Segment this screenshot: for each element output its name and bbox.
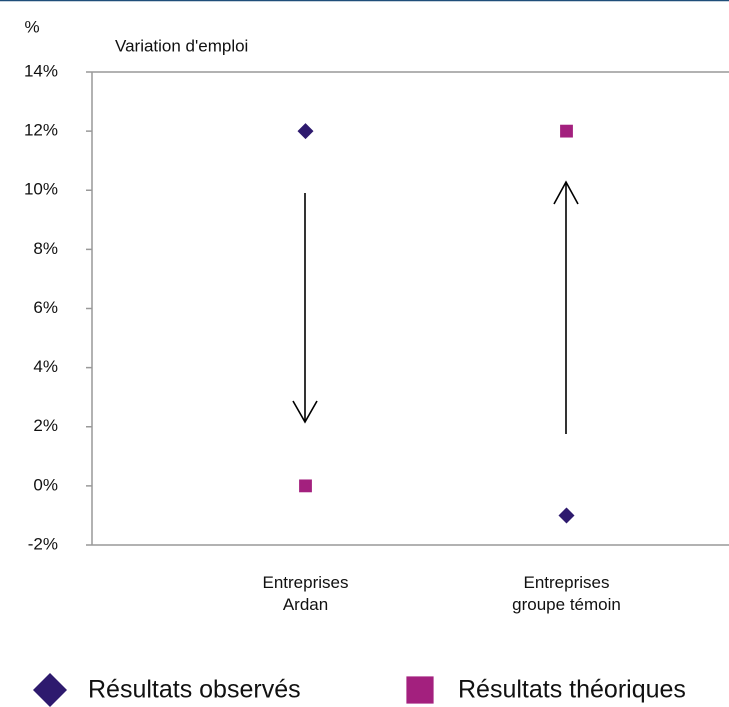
y-tick-label: 10% [24, 180, 58, 199]
chart-title: Variation d'emploi [115, 36, 248, 55]
legend-label: Résultats théoriques [458, 676, 686, 704]
y-tick-label: 6% [33, 298, 58, 317]
y-tick-label: 0% [33, 475, 58, 494]
legend-marker [33, 673, 67, 707]
y-tick-label: 4% [33, 357, 58, 376]
arrow-head [292, 400, 318, 424]
y-tick-label: 8% [33, 239, 58, 258]
y-axis-label: % [24, 17, 39, 36]
y-tick-label: 12% [24, 121, 58, 140]
point [299, 479, 312, 493]
y-tick-label: 2% [33, 416, 58, 435]
legend-label: Résultats observés [88, 676, 301, 704]
arrows [292, 180, 579, 434]
legend-marker [406, 676, 434, 704]
arrow-head [553, 180, 579, 205]
point [560, 124, 573, 138]
y-tick-label: -2% [28, 534, 58, 553]
x-tick-label: Entreprises groupe témoin [512, 573, 621, 614]
x-tick-label: Entreprises Ardan [262, 573, 349, 614]
point [558, 507, 575, 524]
y-tick-label: 14% [24, 61, 58, 80]
point [297, 123, 314, 140]
